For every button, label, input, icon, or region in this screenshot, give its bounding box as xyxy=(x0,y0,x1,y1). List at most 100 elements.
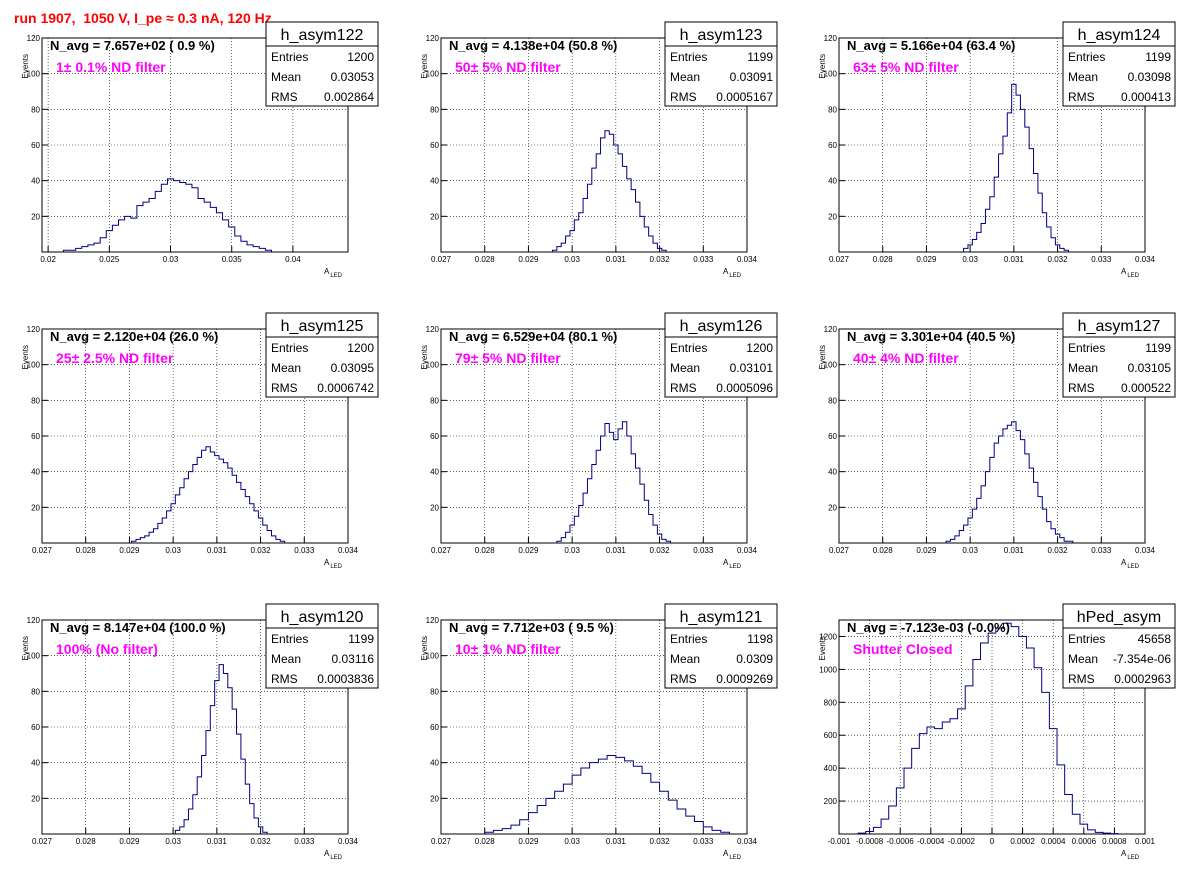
x-tick-label: -0.0006 xyxy=(887,837,915,846)
histogram-name: h_asym127 xyxy=(1078,318,1161,335)
x-tick-label: 0.027 xyxy=(829,255,850,264)
x-tick-label: 0.0004 xyxy=(1041,837,1066,846)
y-tick-label: 20 xyxy=(31,212,40,221)
y-axis-label: Events xyxy=(818,345,827,369)
y-tick-label: 60 xyxy=(430,432,439,441)
y-tick-label: 80 xyxy=(31,396,40,405)
x-tick-label: 0.031 xyxy=(606,255,627,264)
stats-rms-label: RMS xyxy=(670,672,697,686)
filter-label: 25± 2.5% ND filter xyxy=(56,350,174,366)
x-tick-label: -0.0008 xyxy=(856,837,884,846)
x-tick-label: 0.027 xyxy=(829,546,850,555)
x-tick-label: -0.0004 xyxy=(917,837,945,846)
stats-entries-value: 1199 xyxy=(1145,341,1171,355)
y-tick-label: 1000 xyxy=(819,665,837,674)
x-tick-label: 0.033 xyxy=(693,837,714,846)
x-tick-label: 0.03 xyxy=(564,837,580,846)
y-axis-label: Events xyxy=(818,636,827,660)
y-tick-label: 60 xyxy=(828,432,837,441)
y-tick-label: 800 xyxy=(824,698,838,707)
histogram-name: h_asym123 xyxy=(680,27,763,44)
y-tick-label: 600 xyxy=(824,731,838,740)
stats-mean-value: 0.03116 xyxy=(332,652,375,666)
x-tick-label: 0.028 xyxy=(475,546,496,555)
histogram-line xyxy=(963,83,1069,252)
histogram-name: h_asym124 xyxy=(1078,27,1161,44)
stats-entries-value: 45658 xyxy=(1138,632,1172,646)
y-tick-label: 100 xyxy=(426,70,440,79)
histogram-line xyxy=(484,755,731,834)
x-tick-label: -0.0002 xyxy=(948,837,976,846)
y-tick-label: 40 xyxy=(31,177,40,186)
histogram-panel-h_asym126: 0.027 0.028 0.029 0.03 0.031 0.032 0.033 0.034 2… xyxy=(420,312,778,570)
histogram-panel-h_asym125: 0.027 0.028 0.029 0.03 0.031 0.032 0.033 0.034 2… xyxy=(21,312,379,570)
x-tick-label: 0.025 xyxy=(99,255,120,264)
x-tick-label: 0.027 xyxy=(32,837,53,846)
x-tick-label: 0.03 xyxy=(163,255,179,264)
x-axis-label: ALED xyxy=(324,558,343,570)
y-tick-label: 60 xyxy=(31,141,40,150)
stats-entries-label: Entries xyxy=(670,341,707,355)
stats-mean-label: Mean xyxy=(1068,361,1098,375)
x-tick-label: 0.032 xyxy=(251,837,272,846)
x-tick-label: 0.031 xyxy=(1004,255,1025,264)
x-tick-label: 0.033 xyxy=(693,546,714,555)
y-axis-label: Events xyxy=(21,636,30,660)
histogram-line xyxy=(945,421,1074,543)
y-tick-label: 40 xyxy=(31,759,40,768)
x-axis-label: ALED xyxy=(1121,849,1140,861)
navg-label: N_avg = -7.123e-03 (-0.0%) xyxy=(847,620,1010,635)
stats-rms-value: 0.0005096 xyxy=(716,381,773,395)
y-tick-label: 40 xyxy=(430,468,439,477)
x-tick-label: 0.033 xyxy=(294,546,315,555)
x-tick-label: 0.029 xyxy=(119,546,140,555)
stats-box xyxy=(1062,312,1176,398)
histogram-name: h_asym126 xyxy=(680,318,763,335)
y-tick-label: 120 xyxy=(824,34,838,43)
stats-entries-label: Entries xyxy=(271,341,308,355)
navg-label: N_avg = 7.712e+03 ( 9.5 %) xyxy=(449,620,614,635)
stats-entries-label: Entries xyxy=(670,50,707,64)
stats-mean-label: Mean xyxy=(670,70,700,84)
x-tick-label: 0.032 xyxy=(650,255,671,264)
x-tick-label: 0.027 xyxy=(431,546,452,555)
x-tick-label: 0.033 xyxy=(1091,255,1112,264)
stats-rms-value: 0.0002963 xyxy=(1114,672,1171,686)
navg-label: N_avg = 5.166e+04 (63.4 %) xyxy=(847,38,1015,53)
stats-mean-value: 0.03101 xyxy=(730,361,774,375)
y-tick-label: 20 xyxy=(828,212,837,221)
x-tick-label: 0.029 xyxy=(518,546,539,555)
stats-entries-label: Entries xyxy=(670,632,707,646)
y-tick-label: 60 xyxy=(430,141,439,150)
stats-mean-value: 0.03053 xyxy=(331,70,375,84)
stats-box xyxy=(664,603,778,689)
x-tick-label: 0.02 xyxy=(40,255,56,264)
x-tick-label: 0 xyxy=(990,837,995,846)
histogram-name: h_asym122 xyxy=(281,27,364,44)
y-tick-label: 400 xyxy=(824,764,838,773)
histogram-panel-h_asym121: 0.027 0.028 0.029 0.03 0.031 0.032 0.033 0.034 2… xyxy=(420,603,778,861)
x-tick-label: 0.034 xyxy=(737,546,758,555)
stats-rms-label: RMS xyxy=(271,381,298,395)
y-tick-label: 40 xyxy=(828,177,837,186)
stats-box xyxy=(1062,21,1176,107)
y-tick-label: 1200 xyxy=(819,632,837,641)
x-tick-label: 0.032 xyxy=(650,837,671,846)
x-tick-label: 0.03 xyxy=(165,546,181,555)
stats-entries-label: Entries xyxy=(1068,50,1105,64)
stats-mean-label: Mean xyxy=(271,70,301,84)
y-tick-label: 80 xyxy=(430,687,439,696)
stats-mean-label: Mean xyxy=(670,652,700,666)
stats-entries-value: 1200 xyxy=(746,341,773,355)
x-tick-label: 0.027 xyxy=(32,546,53,555)
stats-rms-value: 0.0005167 xyxy=(716,90,773,104)
y-axis-label: Events xyxy=(420,54,429,78)
stats-mean-label: Mean xyxy=(271,361,301,375)
y-tick-label: 60 xyxy=(430,723,439,732)
x-tick-label: 0.027 xyxy=(431,255,452,264)
y-tick-label: 100 xyxy=(27,652,41,661)
x-axis-label: ALED xyxy=(324,267,343,279)
x-axis-label: ALED xyxy=(723,267,742,279)
stats-rms-value: 0.002864 xyxy=(324,90,374,104)
